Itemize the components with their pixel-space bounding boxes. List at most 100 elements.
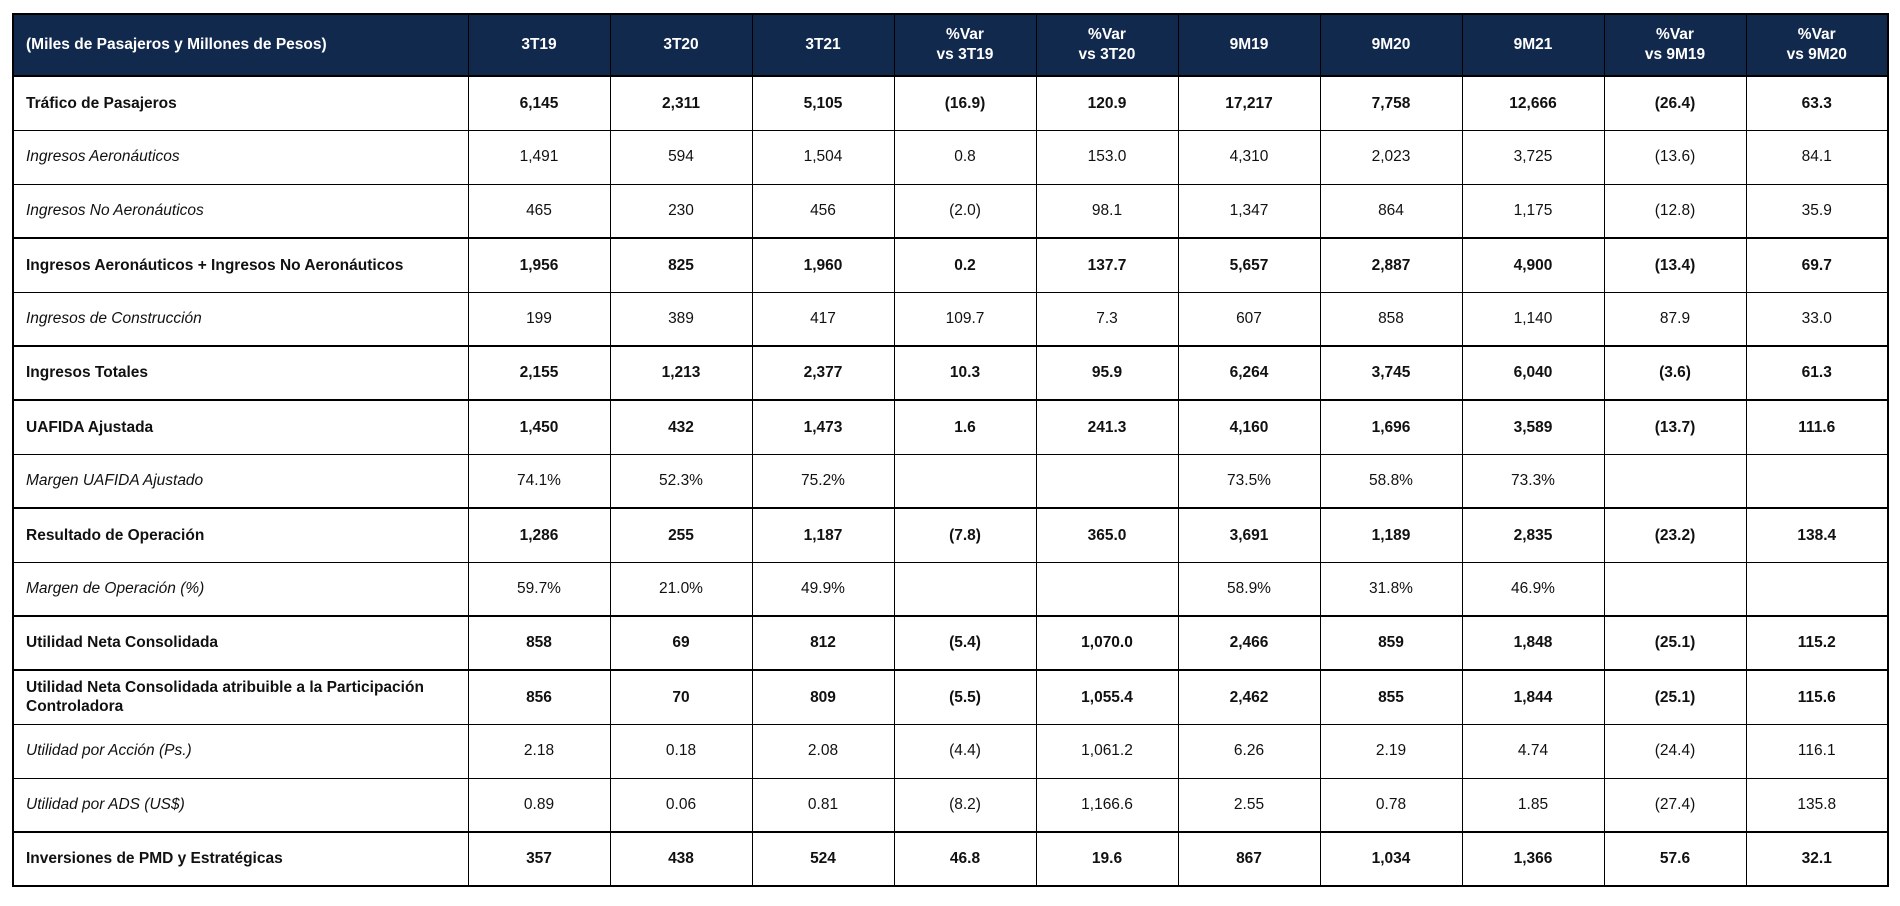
header-cell: %Var vs 3T19 [893,13,1037,77]
cell: 6.26 [1177,723,1321,779]
cell: 864 [1319,183,1463,239]
header-cell: 9M20 [1319,13,1463,77]
cell: (4.4) [893,723,1037,779]
row-label: Margen UAFIDA Ajustado [12,453,469,509]
cell: 35.9 [1745,183,1889,239]
cell [1745,453,1889,509]
cell: 58.9% [1177,561,1321,617]
cell: (16.9) [893,75,1037,131]
cell: 3,691 [1177,507,1321,563]
cell: 1,140 [1461,291,1605,347]
row-label: Ingresos de Construcción [12,291,469,347]
cell: 2.55 [1177,777,1321,833]
cell: 6,040 [1461,345,1605,401]
cell: 69.7 [1745,237,1889,293]
cell: 6,264 [1177,345,1321,401]
cell: 4,310 [1177,129,1321,185]
cell: 31.8% [1319,561,1463,617]
cell: 855 [1319,669,1463,725]
row-label: UAFIDA Ajustada [12,399,469,455]
table-row: Utilidad Neta Consolidada atribuible a l… [12,669,1889,725]
cell: 867 [1177,831,1321,887]
cell: 524 [751,831,895,887]
table-row: Utilidad Neta Consolidada 858 69 812 (5.4) 1,… [12,615,1889,671]
cell: 73.3% [1461,453,1605,509]
cell: (26.4) [1603,75,1747,131]
cell: 1,070.0 [1035,615,1179,671]
cell: 4.74 [1461,723,1605,779]
cell: 0.8 [893,129,1037,185]
cell: 98.1 [1035,183,1179,239]
table-row: UAFIDA Ajustada 1,450 432 1,473 1.6 241.3 4,16… [12,399,1889,455]
cell: 7,758 [1319,75,1463,131]
cell: 1,213 [609,345,753,401]
cell: 0.06 [609,777,753,833]
cell: (7.8) [893,507,1037,563]
cell: 63.3 [1745,75,1889,131]
cell: 357 [467,831,611,887]
cell: 1,491 [467,129,611,185]
cell [893,453,1037,509]
cell: 0.2 [893,237,1037,293]
cell: 84.1 [1745,129,1889,185]
cell [893,561,1037,617]
cell: 5,657 [1177,237,1321,293]
cell: 2,155 [467,345,611,401]
cell: (13.7) [1603,399,1747,455]
header-cell: %Var vs 3T20 [1035,13,1179,77]
table-row: Ingresos No Aeronáuticos 465 230 456 (2.0) 98… [12,183,1889,239]
cell: (25.1) [1603,615,1747,671]
cell: 87.9 [1603,291,1747,347]
cell: 109.7 [893,291,1037,347]
table-row: Utilidad por ADS (US$) 0.89 0.06 0.81 (8.2) 1… [12,777,1889,833]
cell: 57.6 [1603,831,1747,887]
cell: 1,366 [1461,831,1605,887]
cell [1035,453,1179,509]
cell: 1.6 [893,399,1037,455]
financial-results-table: (Miles de Pasajeros y Millones de Pesos)… [12,13,1889,887]
cell: (12.8) [1603,183,1747,239]
row-label: Tráfico de Pasajeros [12,75,469,131]
cell: 2.19 [1319,723,1463,779]
cell: 2.08 [751,723,895,779]
cell: 1,450 [467,399,611,455]
cell: (13.4) [1603,237,1747,293]
header-cell: %Var vs 9M19 [1603,13,1747,77]
table-row: Ingresos Aeronáuticos 1,491 594 1,504 0.8 153… [12,129,1889,185]
cell: 3,725 [1461,129,1605,185]
cell: 7.3 [1035,291,1179,347]
cell: 856 [467,669,611,725]
cell: 241.3 [1035,399,1179,455]
cell: 75.2% [751,453,895,509]
header-cell: 3T19 [467,13,611,77]
cell: 33.0 [1745,291,1889,347]
cell: 1,034 [1319,831,1463,887]
cell: 4,160 [1177,399,1321,455]
cell: 1,175 [1461,183,1605,239]
header-cell: 3T20 [609,13,753,77]
cell: 1,473 [751,399,895,455]
cell: 0.81 [751,777,895,833]
header-cell: %Var vs 9M20 [1745,13,1889,77]
cell: 594 [609,129,753,185]
cell: 859 [1319,615,1463,671]
cell: 365.0 [1035,507,1179,563]
cell [1603,453,1747,509]
cell: 389 [609,291,753,347]
cell: 59.7% [467,561,611,617]
row-label: Utilidad por Acción (Ps.) [12,723,469,779]
row-label: Inversiones de PMD y Estratégicas [12,831,469,887]
table-row: Utilidad por Acción (Ps.) 2.18 0.18 2.08 (4.… [12,723,1889,779]
table-row: Margen de Operación (%) 59.7% 21.0% 49.9% 58… [12,561,1889,617]
cell: 3,745 [1319,345,1463,401]
row-label: Margen de Operación (%) [12,561,469,617]
cell: 69 [609,615,753,671]
cell: (25.1) [1603,669,1747,725]
cell: (13.6) [1603,129,1747,185]
cell: 1,347 [1177,183,1321,239]
cell: 2,377 [751,345,895,401]
row-label: Resultado de Operación [12,507,469,563]
cell: 12,666 [1461,75,1605,131]
cell: 199 [467,291,611,347]
